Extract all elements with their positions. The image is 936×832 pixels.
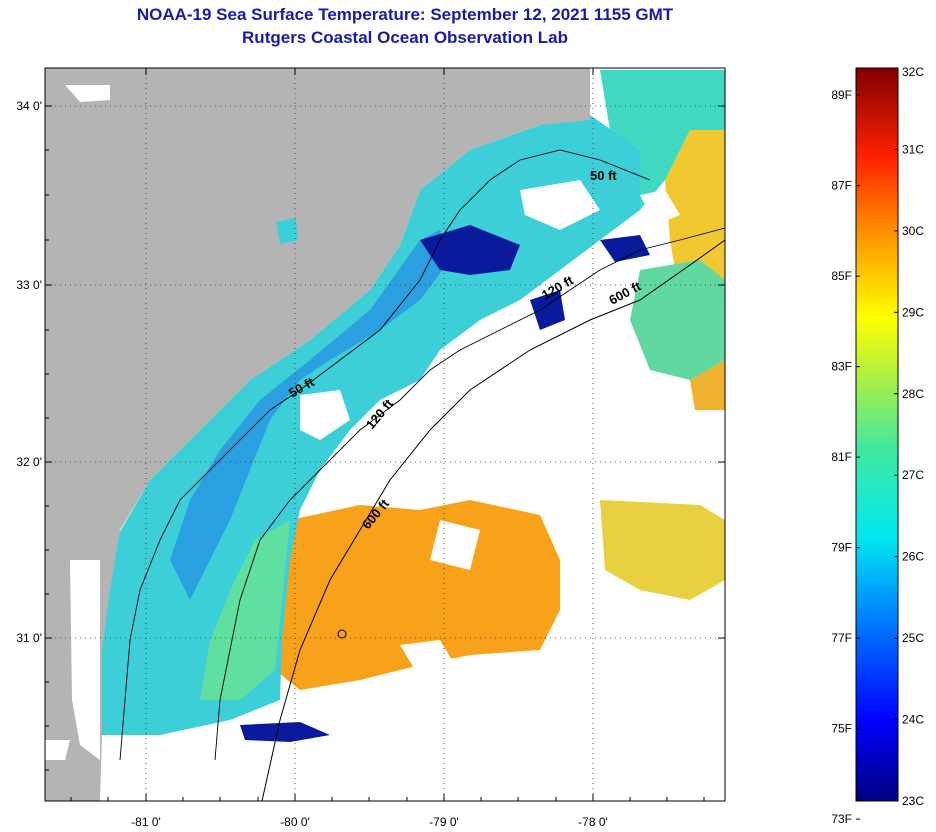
colorbar-celsius-label: 25C [902,631,924,645]
land-gap [65,85,110,102]
lat-label: 31 0' [16,631,42,645]
colorbar-fahrenheit-label: 89F [831,88,852,102]
contour-600ft [261,239,725,801]
cloud-patch [430,520,480,570]
lon-label: -78 0' [578,815,608,829]
lon-label: -80 0' [280,815,310,829]
colorbar-fahrenheit-label: 77F [831,631,852,645]
colorbar-fahrenheit-label: 85F [831,269,852,283]
lon-label: -79 0' [429,815,459,829]
land [45,68,590,801]
lat-label: 33 0' [16,278,42,292]
colorbar-celsius-label: 23C [902,794,924,808]
cold-spot [240,722,330,742]
cloud-patch [400,640,455,670]
coastal-gap [70,560,100,760]
colorbar [855,67,899,802]
island-gap [45,740,70,760]
warm-water-patch [690,360,725,410]
cold-spot [530,290,565,330]
cold-spot [600,235,650,262]
map-area: 50 ft 120 ft 600 ft 50 ft 120 ft 600 ft [45,68,725,801]
colorbar-fahrenheit-label: 79F [831,541,852,555]
colorbar-fahrenheit-label: 73F [831,812,852,826]
lat-label: 34 0' [16,99,42,113]
lon-label: -81 0' [131,815,161,829]
colorbar-celsius-label: 28C [902,387,924,401]
colorbar-celsius-label: 24C [902,713,924,727]
inner-shelf-blue [170,230,450,600]
colorbar-celsius-label: 30C [902,224,924,238]
warm-water-east [600,500,725,600]
colorbar-ticks [856,67,898,820]
contour-50ft [119,149,651,761]
cloud-patch [520,180,600,230]
colorbar-celsius-label: 32C [902,65,924,79]
colorbar-fahrenheit-label: 87F [831,179,852,193]
map-title: NOAA-19 Sea Surface Temperature: Septemb… [136,5,674,24]
warm-water-region [275,500,560,690]
cloud-patch [640,190,680,225]
colorbar-celsius-label: 27C [902,468,924,482]
lake [276,218,298,244]
colorbar-celsius-label: 29C [902,305,924,319]
contour-120ft [214,227,725,761]
map-subtitle: Rutgers Coastal Ocean Observation Lab [242,28,568,47]
colorbar-fahrenheit-label: 83F [831,360,852,374]
north-coastal-water [600,70,725,210]
colorbar-labels: 32C 31C 30C 29C 28C 27C 26C 25C 24C 23C 89F 87F 85F 8… [831,65,924,826]
contour-ring [337,629,347,639]
contour-label-50ft-north: 50 ft [590,168,617,183]
axis-ticks [45,68,725,801]
map-frame [44,67,726,802]
lat-label: 32 0' [16,455,42,469]
colorbar-celsius-label: 31C [902,142,924,156]
graticule [45,68,725,801]
cold-spot [420,225,520,275]
colorbar-celsius-label: 26C [902,550,924,564]
mid-shelf-green [200,520,290,700]
colorbar-fahrenheit-label: 75F [831,722,852,736]
cloud-patch [300,390,350,440]
colorbar-fahrenheit-label: 81F [831,450,852,464]
